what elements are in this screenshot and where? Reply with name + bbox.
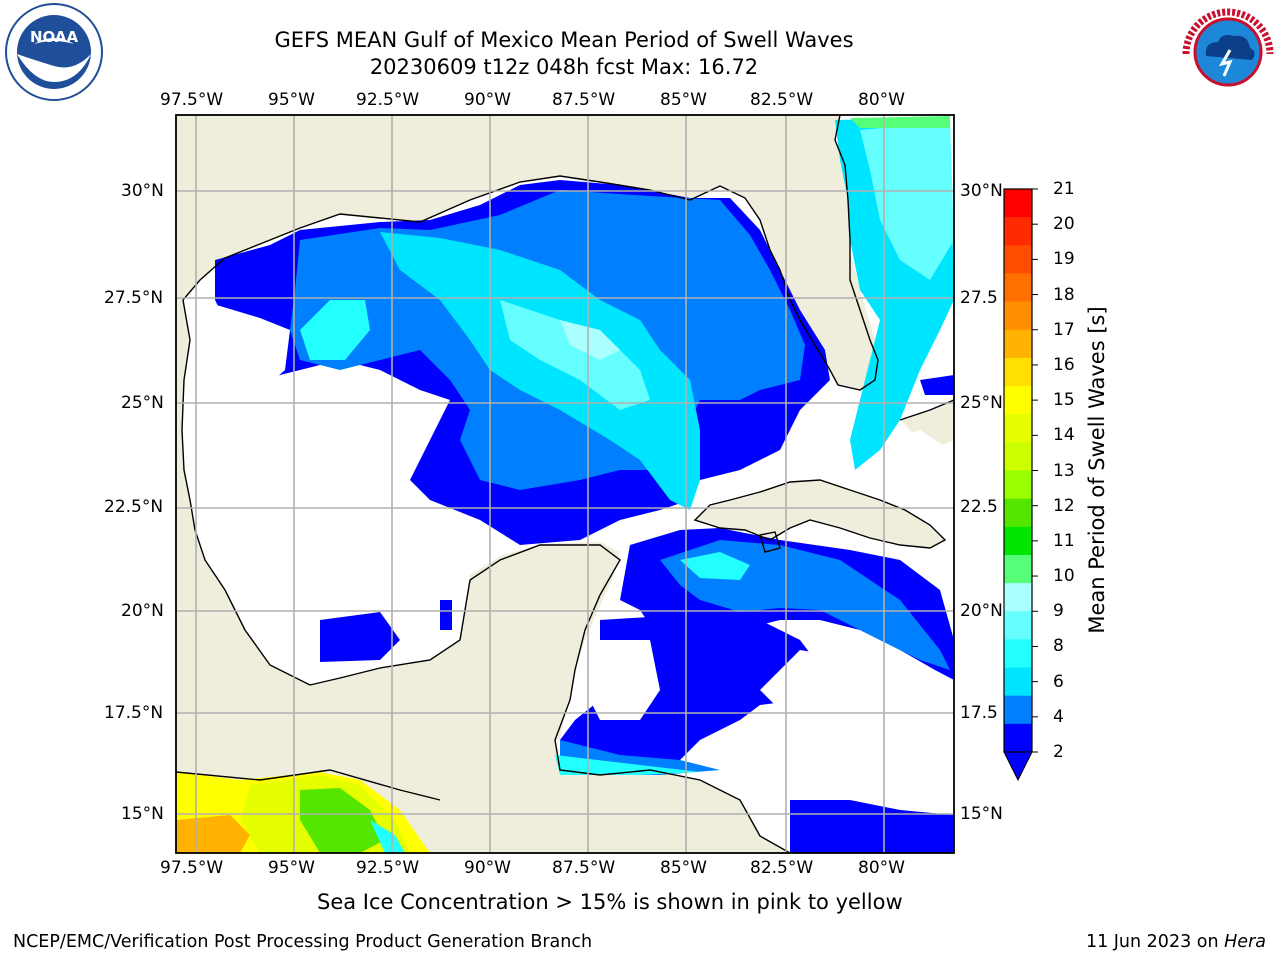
lat-label-right-22.5: 22.5 xyxy=(960,497,998,517)
colorbar-segment xyxy=(1004,189,1032,218)
lon-label-top-92.5: 92.5°W xyxy=(356,90,420,110)
lon-label-top-95: 95°W xyxy=(268,90,315,110)
colorbar-tick-label: 2 xyxy=(1053,742,1064,762)
lon-label-bottom-95: 95°W xyxy=(268,858,315,878)
map-title: GEFS MEAN Gulf of Mexico Mean Period of … xyxy=(274,28,854,52)
colorbar-segment xyxy=(1004,667,1032,697)
bahamas-land xyxy=(900,400,954,450)
lon-label-top-85: 85°W xyxy=(660,90,707,110)
lon-label-top-87.5: 87.5°W xyxy=(552,90,616,110)
lat-label-right-25: 25°N xyxy=(960,393,1003,413)
colorbar-tick-label: 13 xyxy=(1053,460,1075,481)
yucatan-land xyxy=(470,542,620,740)
lon-label-top-97.5: 97.5°W xyxy=(160,90,224,110)
lon-label-top-80: 80°W xyxy=(858,90,905,110)
colorbar-tick-label: 21 xyxy=(1053,179,1075,199)
colorbar-segment xyxy=(1004,695,1032,725)
sea-ice-footnote: Sea Ice Concentration > 15% is shown in … xyxy=(184,890,1140,914)
map-frame xyxy=(175,114,955,854)
colorbar-segment xyxy=(1004,414,1032,443)
cuba-land xyxy=(695,480,945,548)
colorbar-segment xyxy=(1004,583,1032,612)
colorbar-tick-label: 9 xyxy=(1053,601,1064,622)
footer-date-text: 11 Jun 2023 on xyxy=(1085,932,1225,952)
footer-date: 11 Jun 2023 on Hera xyxy=(1086,932,1266,952)
colorbar-tick-label: 4 xyxy=(1053,706,1064,727)
colorbar-segment xyxy=(1004,301,1032,331)
colorbar-segment xyxy=(1004,554,1032,584)
colorbar-tick-label: 16 xyxy=(1053,354,1075,375)
lat-label-left-27.5: 27.5°N xyxy=(104,288,164,308)
footer-credit: NCEP/EMC/Verification Post Processing Pr… xyxy=(13,932,593,952)
colorbar-tick-label: 6 xyxy=(1053,671,1064,692)
noaa-logo: NOAA xyxy=(5,3,103,101)
lat-label-right-15: 15°N xyxy=(960,804,1003,824)
colorbar xyxy=(1004,188,1038,753)
lat-label-right-20: 20°N xyxy=(960,601,1003,621)
footer-host: Hera xyxy=(1224,932,1266,952)
colorbar-extend-arrow xyxy=(1003,751,1033,782)
colorbar-title: Mean Period of Swell Waves [s] xyxy=(1085,306,1109,634)
lat-label-left-20: 20°N xyxy=(121,601,164,621)
no-data-patches xyxy=(200,300,950,800)
lon-label-top-90: 90°W xyxy=(464,90,511,110)
colorbar-segment xyxy=(1004,526,1032,556)
colorbar-tick-label: 18 xyxy=(1053,284,1075,305)
colorbar-tick-label: 17 xyxy=(1053,319,1075,340)
colorbar-segment xyxy=(1004,245,1032,274)
colorbar-tick-label: 14 xyxy=(1053,425,1075,446)
colorbar-segment xyxy=(1004,498,1032,528)
colorbar-tick-label: 15 xyxy=(1053,390,1075,411)
sea-ice-footnote-text: Sea Ice Concentration > 15% is shown in … xyxy=(317,890,903,914)
swell-shading xyxy=(215,116,954,853)
lon-label-bottom-80: 80°W xyxy=(858,858,905,878)
colorbar-tick-label: 11 xyxy=(1053,530,1075,551)
colorbar-segment xyxy=(1004,357,1032,387)
lat-label-right-27.5: 27.5 xyxy=(960,288,998,308)
florida-land xyxy=(760,190,882,392)
colorbar-segment xyxy=(1004,386,1032,415)
lat-label-right-30: 30°N xyxy=(960,181,1003,201)
lon-label-bottom-92.5: 92.5°W xyxy=(356,858,420,878)
noaa-logo-text: NOAA xyxy=(30,28,79,46)
colorbar-segment xyxy=(1004,723,1032,753)
colorbar-segment xyxy=(1004,639,1032,669)
lon-label-bottom-85: 85°W xyxy=(660,858,707,878)
lat-label-left-15: 15°N xyxy=(121,804,164,824)
colorbar-tick-label: 8 xyxy=(1053,636,1064,657)
colorbar-segment xyxy=(1004,611,1032,640)
lon-label-bottom-90: 90°W xyxy=(464,858,511,878)
colorbar-tick-label: 19 xyxy=(1053,249,1075,270)
lon-label-bottom-82.5: 82.5°W xyxy=(750,858,814,878)
map-subtitle: 20230609 t12z 048h fcst Max: 16.72 xyxy=(369,55,759,79)
lon-label-bottom-97.5: 97.5°W xyxy=(160,858,224,878)
lon-label-bottom-87.5: 87.5°W xyxy=(552,858,616,878)
colorbar-tick-label: 20 xyxy=(1053,214,1075,235)
lat-label-left-30: 30°N xyxy=(121,181,164,201)
colorbar-segment xyxy=(1004,217,1032,246)
coastlines xyxy=(176,115,954,853)
lat-label-right-17.5: 17.5 xyxy=(960,703,998,723)
lat-label-left-17.5: 17.5°N xyxy=(104,703,164,723)
colorbar-frame xyxy=(1003,188,1033,753)
colorbar-segment xyxy=(1004,273,1032,303)
graticule xyxy=(176,115,954,853)
lon-label-top-82.5: 82.5°W xyxy=(750,90,814,110)
colorbar-segment xyxy=(1004,442,1032,471)
lat-label-left-22.5: 22.5°N xyxy=(104,497,164,517)
pacific-shading xyxy=(176,772,430,853)
colorbar-segment xyxy=(1004,329,1032,359)
nws-logo xyxy=(1180,4,1276,100)
colorbar-tick-label: 12 xyxy=(1053,495,1075,516)
colorbar-tick-label: 10 xyxy=(1053,566,1075,587)
colorbar-segment xyxy=(1004,470,1032,500)
lat-label-left-25: 25°N xyxy=(121,393,164,413)
